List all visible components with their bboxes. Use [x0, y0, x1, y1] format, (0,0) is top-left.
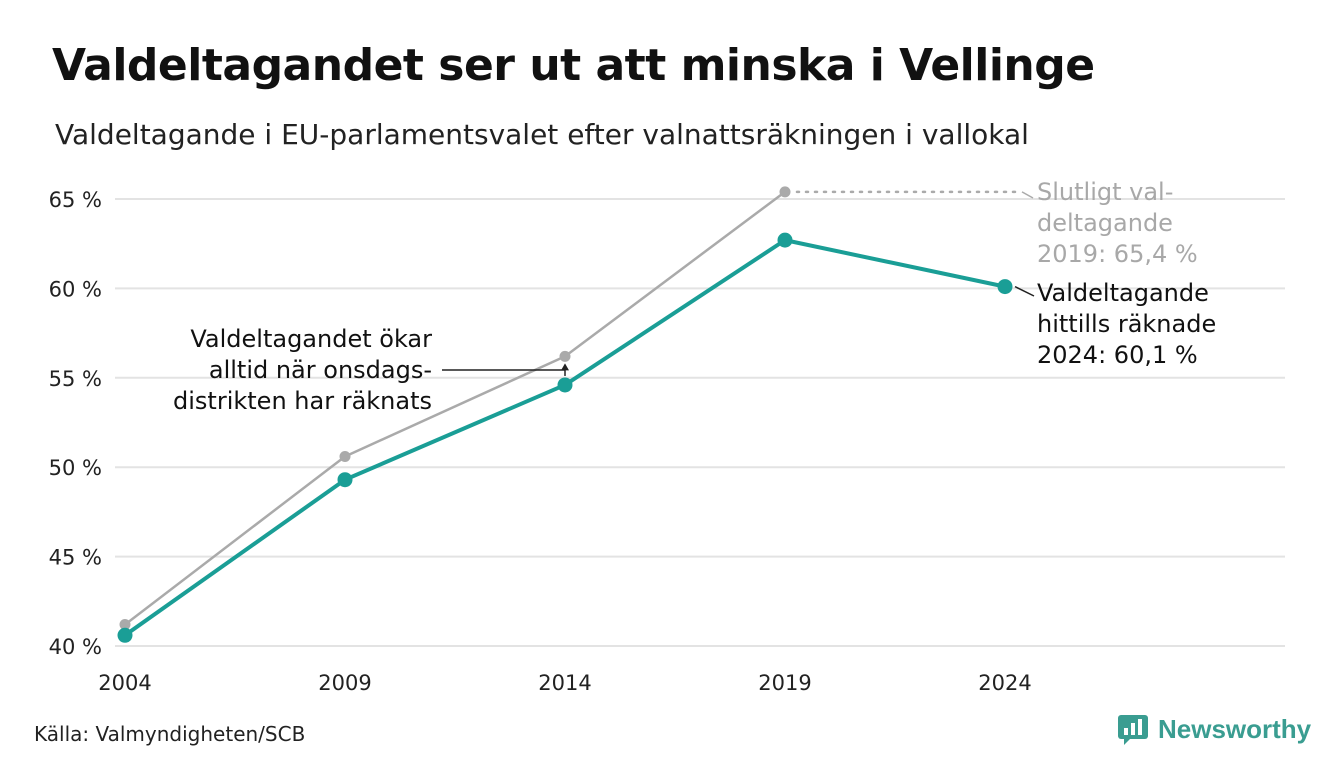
y-tick-label: 45 %: [49, 546, 102, 570]
data-point: [337, 472, 353, 488]
x-tick-label: 2024: [978, 671, 1031, 695]
gridlines: [115, 198, 1285, 647]
final-2019-label-line: deltagande: [1037, 209, 1173, 237]
counted-2024-label-line: 2024: 60,1 %: [1037, 341, 1198, 369]
data-point: [117, 627, 133, 643]
y-axis-ticks: 40 % 45 % 50 % 55 % 60 % 65 %: [49, 188, 102, 659]
counted-2024-label-line: Valdeltagande: [1037, 279, 1209, 307]
y-tick-label: 60 %: [49, 277, 102, 301]
x-tick-label: 2014: [538, 671, 591, 695]
data-point: [119, 619, 131, 631]
x-tick-label: 2004: [98, 671, 151, 695]
x-tick-label: 2019: [758, 671, 811, 695]
brand-name: Newsworthy: [1158, 714, 1312, 744]
data-point: [557, 377, 573, 393]
data-point: [997, 279, 1013, 295]
data-point: [339, 450, 351, 462]
series-line-0: [124, 190, 786, 626]
brand-logo: Newsworthy: [1118, 714, 1311, 745]
series-lines: [117, 186, 1013, 643]
x-tick-label: 2009: [318, 671, 371, 695]
increase-note-label-line: Valdeltagandet ökar: [190, 325, 432, 353]
counted-2024-connector: [1014, 285, 1035, 297]
x-axis-ticks: 2004 2009 2014 2019 2024: [98, 671, 1031, 695]
data-point: [559, 350, 571, 362]
final-2019-label-line: Slutligt val-: [1037, 178, 1173, 206]
series-line-1: [123, 238, 1006, 637]
chart-subtitle: Valdeltagande i EU-parlamentsvalet efter…: [55, 118, 1029, 151]
increase-note-label-line: distrikten har räknats: [173, 387, 432, 415]
final-2019-label: Slutligt val-deltagande 2019: 65,4 %: [1037, 178, 1198, 268]
data-point: [777, 232, 793, 248]
increase-note-label: Valdeltagandet ökar alltid när onsdags-di…: [173, 325, 432, 415]
newsworthy-logo-icon: [1118, 714, 1148, 745]
chart-title: Valdeltagandet ser ut att minska i Velli…: [52, 40, 1095, 91]
source-note: Källa: Valmyndigheten/SCB: [34, 722, 306, 746]
y-tick-label: 40 %: [49, 635, 102, 659]
data-point: [779, 186, 791, 198]
increase-note-label-line: alltid när onsdags-: [209, 356, 432, 384]
annotations: Slutligt val-deltagande 2019: 65,4 % Valde…: [173, 178, 1216, 415]
final-2019-connector: [1021, 191, 1034, 199]
increase-note-arrow-head: [561, 363, 569, 371]
y-tick-label: 65 %: [49, 188, 102, 212]
y-tick-label: 55 %: [49, 367, 102, 391]
counted-2024-label: Valdeltagande hittills räknade 2024: 60,1 …: [1037, 279, 1216, 369]
y-tick-label: 50 %: [49, 456, 102, 480]
counted-2024-label-line: hittills räknade: [1037, 310, 1216, 338]
final-2019-label-line: 2019: 65,4 %: [1037, 240, 1198, 268]
